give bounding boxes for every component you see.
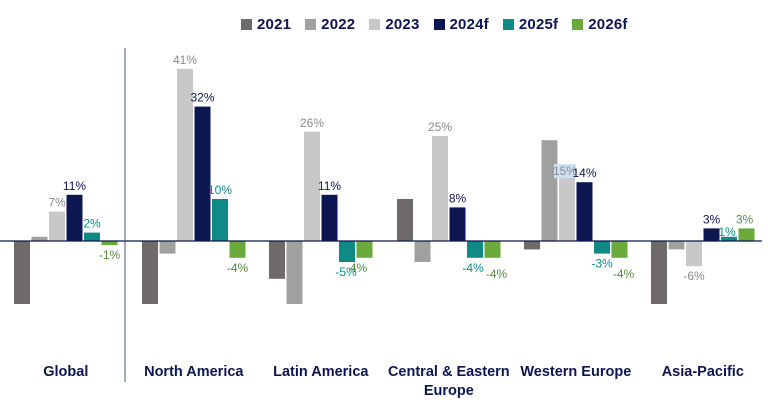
- data-label-global-2024f: 11%: [63, 179, 86, 193]
- bar-latin-america-2026f: [356, 241, 373, 258]
- data-label-latin-america-2023: 26%: [300, 116, 324, 130]
- legend-swatch: [433, 18, 445, 30]
- category-label-north-america: North America: [144, 364, 244, 380]
- bar-global-2025f: [84, 232, 100, 241]
- category-label-line: Western Europe: [520, 364, 631, 380]
- data-label-global-2023: 7%: [48, 196, 66, 210]
- legend-swatch: [241, 18, 252, 30]
- legend-label: 2026f: [588, 15, 628, 33]
- legend-swatch: [369, 18, 381, 30]
- data-label-global-2025f: 2%: [83, 217, 101, 231]
- bar-western-europe-2026f: [611, 241, 628, 258]
- data-label-asia-pacific-2023: -6%: [683, 269, 705, 283]
- bar-central-eastern-europe-2022: [414, 241, 431, 262]
- bar-latin-america-2021: [269, 241, 285, 279]
- legend-item-2026f: 2026f: [572, 16, 627, 33]
- legend-swatch: [572, 18, 584, 30]
- category-label-western-europe: Western Europe: [520, 364, 631, 380]
- data-label-global-2026f: -1%: [99, 248, 121, 262]
- bar-north-america-2026f: [229, 241, 246, 258]
- data-label-latin-america-2024f: 11%: [318, 179, 341, 193]
- legend-label: 2022: [321, 15, 356, 33]
- bar-central-eastern-europe-2023: [432, 136, 448, 241]
- data-label-central-eastern-europe-2025f: -4%: [462, 261, 484, 275]
- bar-western-europe-2023: [559, 178, 575, 241]
- bar-latin-america-2022: [286, 241, 303, 304]
- bar-western-europe-2021: [524, 241, 540, 250]
- bar-latin-america-2024f: [321, 194, 338, 241]
- category-label-line: Global: [43, 364, 88, 380]
- data-label-north-america-2025f: 10%: [208, 183, 232, 197]
- category-label-line: North America: [144, 364, 244, 380]
- chart-legend: 2021 2022 2023 2024f 2025f 2026f: [241, 14, 642, 34]
- bar-asia-pacific-2026f: [738, 228, 755, 241]
- category-label-line: Asia-Pacific: [662, 364, 744, 380]
- value-labels-layer: 7% 11% 2% -1% 41% 32% 10% -4% 26% 11% -5%4% 25% 8% -4…: [48, 53, 753, 283]
- data-label-central-eastern-europe-2024f: 8%: [449, 191, 467, 205]
- bar-asia-pacific-2025f: [721, 236, 737, 241]
- legend-item-2025f: 2025f: [502, 15, 559, 33]
- data-label-western-europe-2025f: -3%: [591, 257, 613, 271]
- bar-north-america-2021: [142, 241, 158, 304]
- data-label-highlight: [554, 164, 576, 178]
- data-label-western-europe-2026f: -4%: [613, 267, 635, 281]
- category-label-central-eastern-europe: Central & Eastern Europe: [388, 364, 510, 399]
- data-label-north-america-2026f: -4%: [227, 261, 249, 275]
- legend-label: 2021: [257, 15, 292, 33]
- legend-swatch: [305, 18, 317, 30]
- data-label-north-america-2023: 41%: [173, 53, 197, 67]
- legend-swatch: [502, 18, 514, 30]
- data-label-north-america-2024f: 32%: [190, 91, 214, 105]
- bar-central-eastern-europe-2025f: [467, 241, 483, 258]
- bar-central-eastern-europe-2026f: [484, 241, 501, 258]
- data-label-central-eastern-europe-2023: 25%: [428, 120, 452, 134]
- bar-asia-pacific-2023: [686, 241, 702, 267]
- bar-western-europe-2024f: [576, 182, 593, 241]
- bar-asia-pacific-2021: [651, 241, 667, 304]
- legend-label: 2025f: [518, 15, 559, 33]
- data-label-latin-america-2026f: 4%: [350, 261, 368, 275]
- bar-global-2021: [14, 241, 30, 304]
- data-label-asia-pacific-2026f: 3%: [736, 212, 754, 226]
- data-label-western-europe-2023: 15%: [553, 164, 577, 178]
- legend-label: 2023: [385, 15, 420, 33]
- bar-north-america-2025f: [212, 199, 228, 241]
- category-label-line: Europe: [424, 383, 474, 399]
- bar-north-america-2023: [177, 68, 193, 241]
- bar-global-2024f: [66, 194, 83, 241]
- legend-item-2022: 2022: [305, 16, 355, 33]
- bar-north-america-2022: [159, 241, 176, 254]
- bar-north-america-2024f: [194, 106, 211, 241]
- data-label-western-europe-2024f: 14%: [572, 166, 596, 180]
- category-labels-layer: Global North America Latin America Central …: [43, 364, 744, 399]
- category-label-latin-america: Latin America: [273, 364, 369, 380]
- bar-global-2022: [31, 236, 48, 241]
- legend-item-2021: 2021: [241, 16, 291, 33]
- bar-western-europe-2022: [541, 140, 558, 241]
- data-label-latin-america-2025f: -5%: [335, 265, 357, 279]
- bar-asia-pacific-2022: [668, 241, 685, 250]
- bar-global-2026f: [101, 241, 118, 246]
- bar-global-2023: [49, 211, 65, 241]
- bar-latin-america-2023: [304, 131, 320, 241]
- bars-layer: [14, 68, 755, 304]
- category-label-global: Global: [43, 364, 88, 380]
- category-label-line: Latin America: [273, 364, 369, 380]
- data-label-asia-pacific-2024f: 3%: [703, 212, 721, 226]
- category-label-line: Central & Eastern: [388, 364, 510, 380]
- bar-asia-pacific-2024f: [703, 228, 720, 241]
- legend-item-2024f: 2024f: [433, 15, 489, 33]
- category-label-asia-pacific: Asia-Pacific: [662, 364, 744, 380]
- data-label-asia-pacific-2025f: 1%: [718, 225, 736, 239]
- bar-central-eastern-europe-2021: [397, 199, 413, 241]
- bar-central-eastern-europe-2024f: [449, 207, 466, 241]
- data-label-central-eastern-europe-2026f: -4%: [486, 267, 508, 281]
- bar-latin-america-2025f: [339, 241, 355, 262]
- legend-item-2023: 2023: [369, 16, 419, 33]
- bar-western-europe-2025f: [594, 241, 610, 254]
- legend-label: 2024f: [449, 15, 489, 33]
